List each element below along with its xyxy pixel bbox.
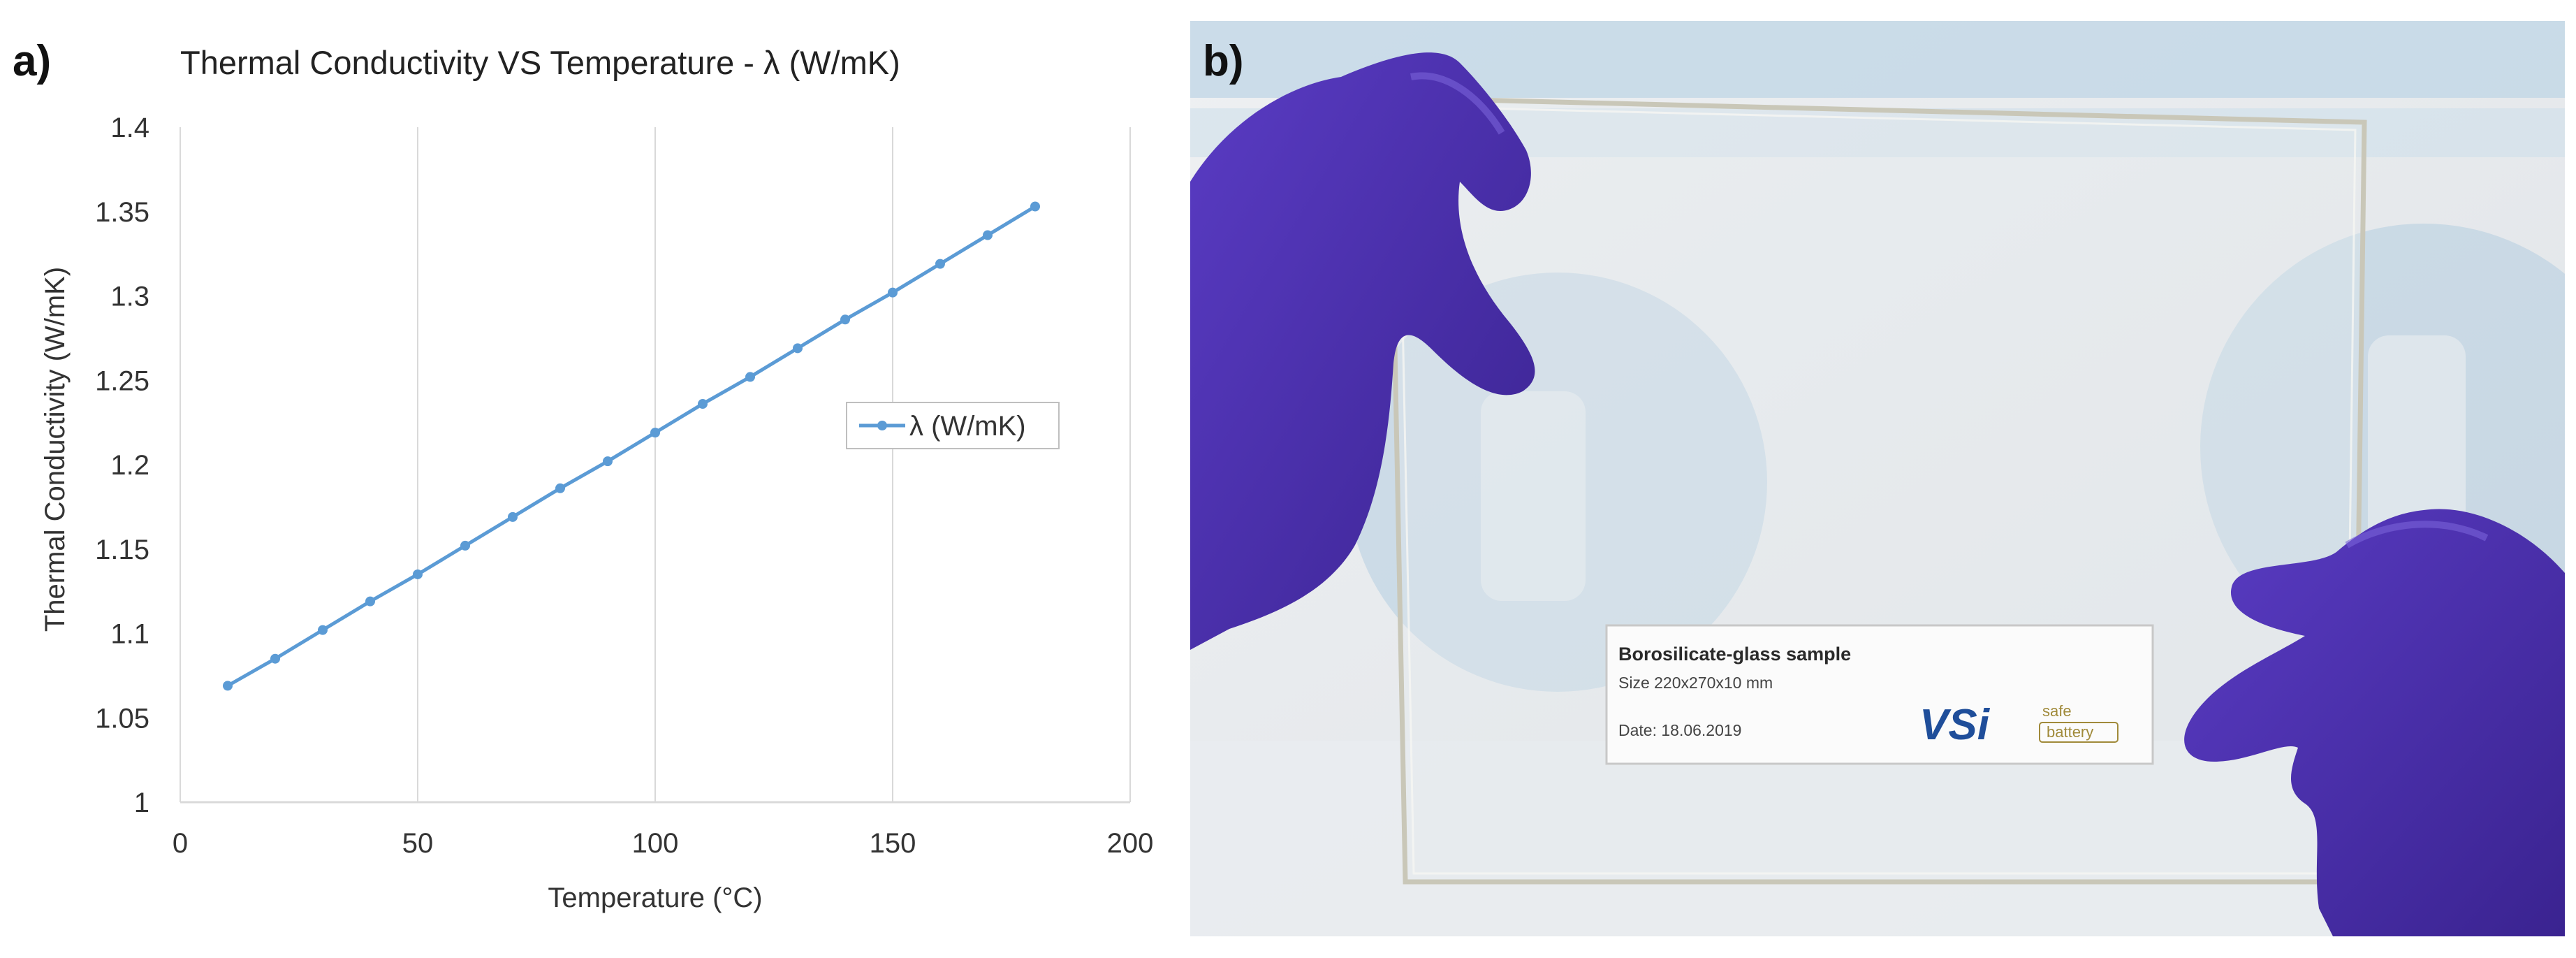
legend: λ (W/mK) [846,402,1060,449]
safe-battery-logo-bottom: battery [2047,723,2093,741]
panel-a: a) Thermal Conductivity VS Temperature -… [13,37,1153,913]
data-point [745,372,755,382]
x-axis-label: Temperature (°C) [548,883,762,913]
x-tick-label: 150 [870,828,916,859]
x-tick-label: 200 [1107,828,1154,859]
card-title: Borosilicate-glass sample [1618,644,1851,665]
left-glove-shape [1190,52,1535,650]
data-point [1030,201,1040,212]
left-glove-highlight [1410,72,1505,135]
y-tick-label: 1.4 [110,113,149,143]
safe-battery-logo-top: safe [2042,702,2072,720]
panel-b: Borosilicate-glass sample Size 220x270x1… [1190,21,2565,936]
panel-a-label: a) [13,37,51,85]
grid-lines [180,127,1131,802]
data-point [270,653,280,664]
x-tick-label: 50 [402,828,434,859]
data-point [888,287,898,298]
x-tick-label: 100 [632,828,679,859]
sample-label-card: Borosilicate-glass sample Size 220x270x1… [1605,624,2154,765]
y-tick-label: 1.15 [95,535,149,565]
data-point [650,428,660,438]
data-point [413,569,423,579]
data-point [935,259,945,269]
x-tick-label: 0 [173,828,188,859]
card-size: Size 220x270x10 mm [1618,674,1773,692]
data-point [223,681,233,691]
data-point [318,625,328,635]
backdrop-logo-cut [1481,391,1586,601]
right-glove-highlight [2345,521,2489,549]
y-tick-label: 1.3 [110,282,149,312]
backdrop-logo-cut-2 [2368,335,2466,559]
data-point [508,511,518,522]
chart-title: Thermal Conductivity VS Temperature - λ … [180,44,900,81]
right-glove [2184,509,2565,936]
y-tick-label: 1.2 [110,450,149,481]
data-point [365,596,375,607]
card-background [1605,624,2154,765]
series-layer [223,201,1040,691]
data-point [983,230,993,240]
y-tick-label: 1 [134,788,149,818]
battery-icon [2039,722,2118,743]
data-point [840,314,850,325]
x-tick-labels: 0 50 100 150 200 [173,828,1154,859]
data-point [793,343,803,354]
y-axis-label: Thermal Conductivity (W/mK) [40,267,71,632]
legend-marker [877,421,887,430]
right-glove-shape [2184,509,2565,936]
y-tick-label: 1.25 [95,365,149,396]
data-point [698,399,708,409]
y-tick-label: 1.05 [95,703,149,734]
series-line [226,205,1037,688]
legend-entry: λ (W/mK) [909,411,1026,442]
y-tick-label: 1.35 [95,197,149,228]
card-date: Date: 18.06.2019 [1618,721,1741,739]
borosilicate-glass-photo: Borosilicate-glass sample Size 220x270x1… [1190,21,2565,936]
panel-b-label: b) [1203,37,1244,85]
data-point [603,456,613,467]
data-point [555,483,565,493]
y-tick-labels: 1 1.05 1.1 1.15 1.2 1.25 1.3 1.35 1.4 [95,113,149,818]
left-glove [1190,52,1535,650]
data-point [460,540,470,551]
vsi-logo: VSi [1919,701,1991,749]
y-tick-label: 1.1 [110,619,149,650]
